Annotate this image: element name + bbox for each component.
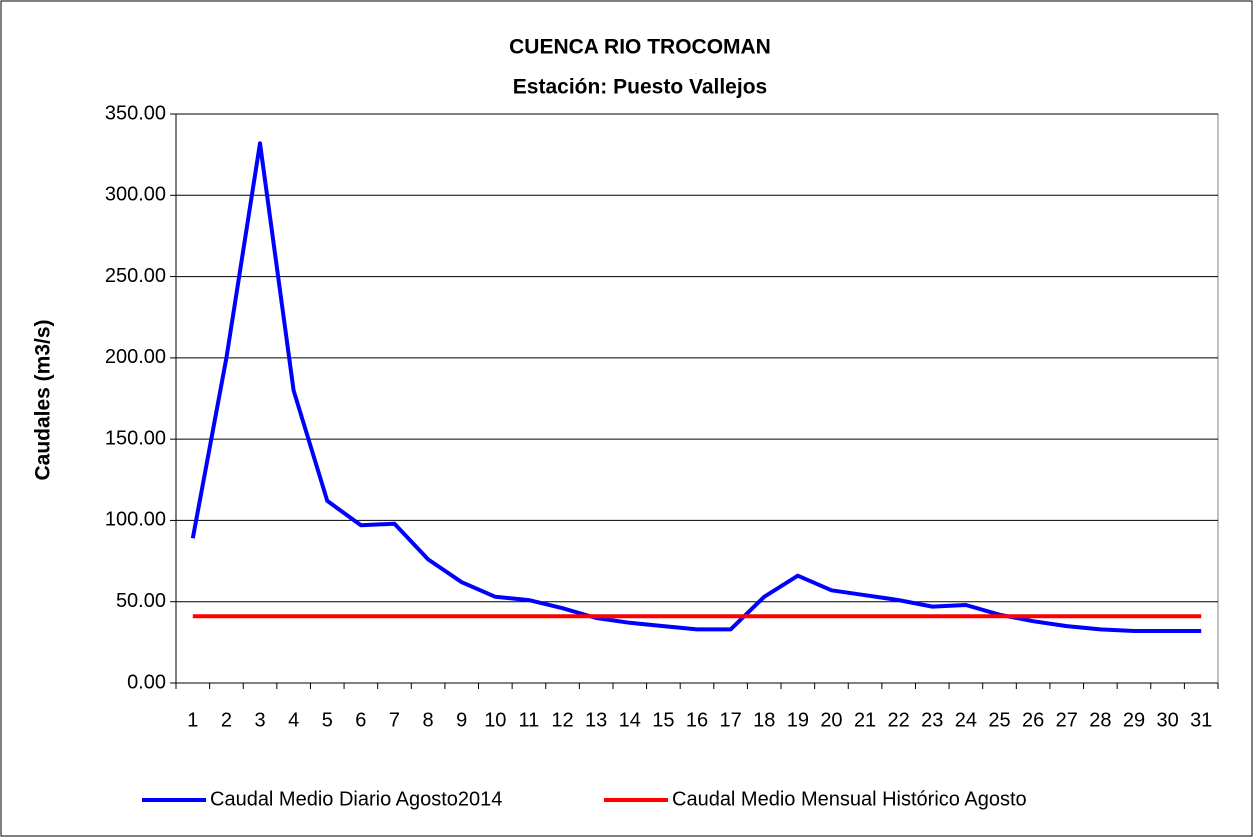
x-tick-label: 4 — [288, 709, 299, 731]
y-tick-label: 0.00 — [127, 671, 166, 693]
x-tick-label: 6 — [355, 709, 366, 731]
series-line — [190, 141, 1202, 633]
y-tick-label: 200.00 — [105, 346, 166, 368]
y-tick-label: 250.00 — [105, 265, 166, 287]
x-tick-label: 13 — [585, 709, 607, 731]
y-tick-label: 150.00 — [105, 427, 166, 449]
x-tick-label: 30 — [1156, 709, 1178, 731]
x-tick-label: 21 — [854, 709, 876, 731]
x-tick-label: 23 — [921, 709, 943, 731]
x-tick-label: 7 — [389, 709, 400, 731]
chart-subtitle: Estación: Puesto Vallejos — [513, 76, 767, 99]
x-tick-label: 20 — [820, 709, 842, 731]
y-tick-label: 350.00 — [105, 102, 166, 124]
x-tick-label: 25 — [988, 709, 1010, 731]
x-tick-label: 3 — [254, 709, 265, 731]
x-tick-label: 28 — [1089, 709, 1111, 731]
x-tick-label: 29 — [1123, 709, 1145, 731]
plot-area — [175, 113, 1219, 684]
x-tick-label: 24 — [955, 709, 977, 731]
x-tick-label: 26 — [1022, 709, 1044, 731]
chart-title: CUENCA RIO TROCOMAN — [509, 36, 771, 59]
y-axis-label: Caudales (m3/s) — [32, 319, 55, 480]
x-tick-label: 15 — [652, 709, 674, 731]
x-tick-label: 19 — [787, 709, 809, 731]
y-tick-label: 100.00 — [105, 509, 166, 531]
x-tick-label: 22 — [888, 709, 910, 731]
x-tick-label: 31 — [1190, 709, 1212, 731]
x-tick-label: 8 — [423, 709, 434, 731]
x-tick-label: 9 — [456, 709, 467, 731]
x-tick-label: 18 — [753, 709, 775, 731]
x-tick-label: 27 — [1056, 709, 1078, 731]
y-tick-label: 50.00 — [116, 590, 166, 612]
x-tick-label: 17 — [719, 709, 741, 731]
x-tick-label: 16 — [686, 709, 708, 731]
x-tick-label: 5 — [322, 709, 333, 731]
legend-label: Caudal Medio Mensual Histórico Agosto — [672, 788, 1027, 810]
x-tick-label: 1 — [187, 709, 198, 731]
x-tick-label: 2 — [221, 709, 232, 731]
y-tick-label: 300.00 — [105, 184, 166, 206]
x-tick-label: 14 — [619, 709, 641, 731]
legend-label: Caudal Medio Diario Agosto2014 — [210, 788, 502, 810]
x-tick-label: 12 — [551, 709, 573, 731]
x-tick-label: 11 — [519, 709, 540, 731]
x-tick-label: 10 — [484, 709, 506, 731]
